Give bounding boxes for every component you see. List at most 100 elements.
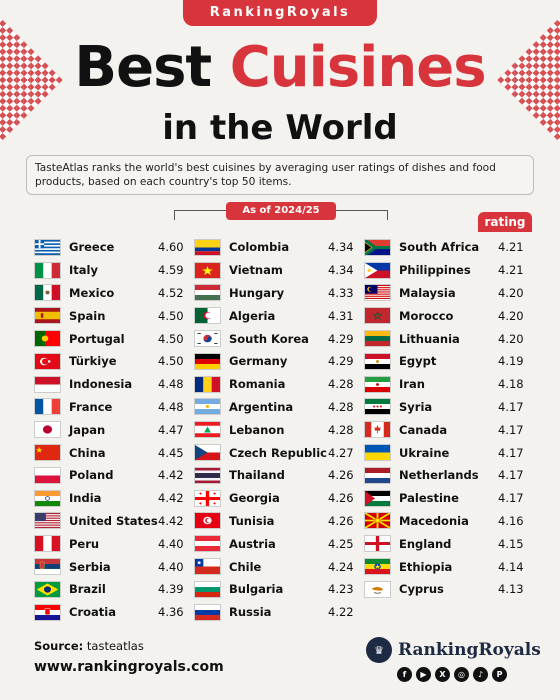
korea-flag-icon <box>194 330 221 348</box>
country-name: Ukraine <box>399 445 450 460</box>
ranking-row: Greece 4.60 <box>34 236 194 259</box>
china-flag-icon <box>34 444 61 462</box>
ranking-row: Portugal 4.50 <box>34 327 194 350</box>
ranking-row: Palestine 4.17 <box>364 487 534 510</box>
country-name: United States <box>69 513 158 528</box>
ranking-row: Ukraine 4.17 <box>364 441 534 464</box>
facebook-icon[interactable]: f <box>397 667 412 682</box>
ranking-row: Türkiye 4.50 <box>34 350 194 373</box>
vietnam-flag-icon <box>194 261 221 279</box>
country-name: Georgia <box>229 491 280 506</box>
country-rating: 4.28 <box>328 422 354 437</box>
country-name: Hungary <box>229 285 285 300</box>
japan-flag-icon <box>34 421 61 439</box>
country-rating: 4.28 <box>328 377 354 392</box>
ranking-row: Peru 4.40 <box>34 532 194 555</box>
france-flag-icon <box>34 398 61 416</box>
country-name: Serbia <box>69 559 111 574</box>
country-name: Spain <box>69 308 106 323</box>
as-of-bracket-left <box>174 210 226 220</box>
title-word-best: Best <box>74 35 212 100</box>
ranking-row: Macedonia 4.16 <box>364 510 534 533</box>
country-rating: 4.23 <box>328 582 354 597</box>
country-name: Brazil <box>69 582 106 597</box>
country-name: Italy <box>69 263 98 278</box>
country-name: Philippines <box>399 263 471 278</box>
country-rating: 4.20 <box>498 308 524 323</box>
country-rating: 4.17 <box>498 422 524 437</box>
country-rating: 4.47 <box>158 422 184 437</box>
tiktok-icon[interactable]: ♪ <box>473 667 488 682</box>
country-name: Palestine <box>399 491 459 506</box>
india-flag-icon <box>34 489 61 507</box>
pinterest-icon[interactable]: P <box>492 667 507 682</box>
thailand-flag-icon <box>194 466 221 484</box>
ranking-row: South Korea 4.29 <box>194 327 374 350</box>
country-name: Mexico <box>69 285 115 300</box>
lebanon-flag-icon <box>194 421 221 439</box>
ranking-row: Cyprus 4.13 <box>364 578 534 601</box>
ranking-row: Egypt 4.19 <box>364 350 534 373</box>
country-rating: 4.33 <box>328 285 354 300</box>
ranking-row: Argentina 4.28 <box>194 396 374 419</box>
country-rating: 4.26 <box>328 468 354 483</box>
ranking-row: Lithuania 4.20 <box>364 327 534 350</box>
ethiopia-flag-icon <box>364 558 391 576</box>
country-name: Romania <box>229 377 286 392</box>
crown-globe-icon: ♛ <box>366 637 392 663</box>
country-name: England <box>399 536 452 551</box>
country-rating: 4.50 <box>158 354 184 369</box>
country-name: India <box>69 491 102 506</box>
hungary-flag-icon <box>194 284 221 302</box>
bulgaria-flag-icon <box>194 580 221 598</box>
ranking-column-1: Greece 4.60 Italy 4.59 Mexico 4.52 Spain 4.50 Po… <box>34 236 194 624</box>
country-name: Iran <box>399 377 425 392</box>
country-name: Algeria <box>229 308 276 323</box>
ranking-row: Czech Republic 4.27 <box>194 441 374 464</box>
cyprus-flag-icon <box>364 580 391 598</box>
country-rating: 4.17 <box>498 399 524 414</box>
usa-flag-icon <box>34 512 61 530</box>
morocco-flag-icon <box>364 307 391 325</box>
youtube-icon[interactable]: ▶ <box>416 667 431 682</box>
country-rating: 4.36 <box>158 605 184 620</box>
country-rating: 4.50 <box>158 308 184 323</box>
country-name: Indonesia <box>69 377 133 392</box>
country-rating: 4.31 <box>328 308 354 323</box>
country-name: Tunisia <box>229 513 275 528</box>
germany-flag-icon <box>194 352 221 370</box>
ranking-row: Thailand 4.26 <box>194 464 374 487</box>
ranking-column-2: Colombia 4.34 Vietnam 4.34 Hungary 4.33 Algeri… <box>194 236 374 624</box>
czech-flag-icon <box>194 444 221 462</box>
colombia-flag-icon <box>194 238 221 256</box>
instagram-icon[interactable]: ◎ <box>454 667 469 682</box>
spain-flag-icon <box>34 307 61 325</box>
country-name: Macedonia <box>399 513 469 528</box>
palestine-flag-icon <box>364 489 391 507</box>
country-rating: 4.40 <box>158 559 184 574</box>
country-name: Lithuania <box>399 331 460 346</box>
x-icon[interactable]: X <box>435 667 450 682</box>
country-name: Türkiye <box>69 354 117 369</box>
description-box: TasteAtlas ranks the world's best cuisin… <box>26 155 534 195</box>
country-rating: 4.42 <box>158 468 184 483</box>
country-name: Colombia <box>229 240 290 255</box>
as-of-bracket-right <box>336 210 388 220</box>
country-rating: 4.24 <box>328 559 354 574</box>
ranking-column-3: South Africa 4.21 Philippines 4.21 Malaysia 4… <box>364 236 534 601</box>
website-link[interactable]: www.rankingroyals.com <box>34 659 224 675</box>
ranking-row: Austria 4.25 <box>194 532 374 555</box>
country-name: Argentina <box>229 399 294 414</box>
country-rating: 4.27 <box>328 445 354 460</box>
country-rating: 4.17 <box>498 468 524 483</box>
country-rating: 4.13 <box>498 582 524 597</box>
indonesia-flag-icon <box>34 375 61 393</box>
country-rating: 4.28 <box>328 399 354 414</box>
ranking-row: Algeria 4.31 <box>194 304 374 327</box>
title-word-cuisines: Cuisines <box>229 35 487 100</box>
country-name: Canada <box>399 422 448 437</box>
malaysia-flag-icon <box>364 284 391 302</box>
country-rating: 4.21 <box>498 240 524 255</box>
country-name: Croatia <box>69 605 116 620</box>
country-name: Egypt <box>399 354 437 369</box>
